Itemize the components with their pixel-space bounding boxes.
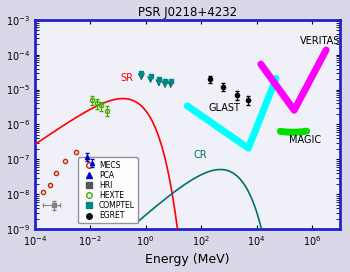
Legend: MECS, PCA, HRI, HEXTE, COMPTEL, EGRET: MECS, PCA, HRI, HEXTE, COMPTEL, EGRET	[78, 157, 138, 223]
X-axis label: Energy (MeV): Energy (MeV)	[145, 254, 230, 267]
Title: PSR J0218+4232: PSR J0218+4232	[138, 5, 237, 18]
Text: GLAST: GLAST	[208, 103, 240, 113]
Text: CR: CR	[194, 150, 208, 160]
Text: SR: SR	[120, 73, 133, 83]
Text: MAGIC: MAGIC	[289, 135, 321, 145]
Text: VERITAS: VERITAS	[300, 36, 340, 46]
